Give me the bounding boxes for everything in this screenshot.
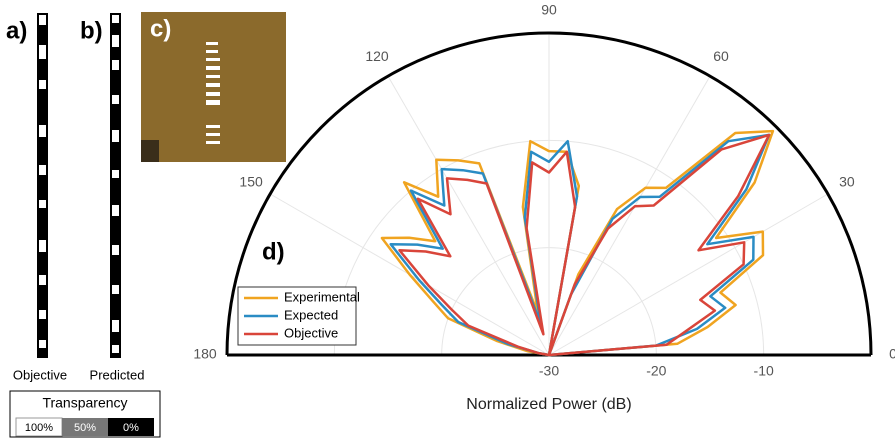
strip-segment [112, 130, 119, 142]
strip-segment [39, 310, 46, 319]
theta-tick-label: 120 [365, 48, 389, 64]
strip-segment [39, 240, 46, 252]
strip-segment [112, 245, 119, 255]
strip-label: Objective [13, 367, 67, 382]
ruler [206, 42, 220, 144]
strip-segment [112, 320, 119, 332]
strip-segment [112, 170, 119, 178]
grid-spoke [548, 75, 711, 356]
series-line [389, 133, 771, 357]
strip-segment [112, 285, 119, 294]
level: 0% [123, 422, 139, 434]
legend-label: Expected [284, 307, 338, 322]
strip-segment [39, 275, 46, 285]
strip-segment [39, 45, 46, 59]
panel-label: b) [80, 17, 103, 44]
grid-spoke [548, 193, 829, 356]
swatch [62, 418, 108, 436]
r-tick-label: -10 [754, 363, 774, 379]
theta-tick-label: 90 [541, 2, 557, 18]
outer-arc [225, 31, 873, 356]
theta-tick-label: 60 [713, 48, 729, 64]
strip-segment [112, 35, 119, 47]
grid-spoke [387, 75, 550, 356]
theta-tick-label: 30 [839, 174, 855, 190]
series-line [398, 133, 771, 357]
strip-segment [39, 340, 46, 348]
strip-segment [112, 345, 119, 353]
panel-label: d) [262, 238, 285, 265]
swatch [108, 418, 154, 436]
level: 50% [74, 422, 96, 434]
level: 100% [25, 422, 53, 434]
panel-label: c) [150, 15, 171, 42]
r-tick-label: -30 [539, 363, 559, 379]
strip-segment [112, 60, 119, 70]
strip-segment [39, 15, 46, 25]
photo-shade [141, 140, 159, 162]
strip-segment [39, 200, 46, 208]
strip-segment [39, 125, 46, 137]
theta-tick-label: 150 [239, 174, 263, 190]
strip-segment [112, 205, 119, 216]
strip [110, 13, 121, 358]
panel-label: a) [6, 17, 27, 44]
transparency-title: Transparency [42, 395, 127, 411]
strip-segment [39, 165, 46, 175]
theta-tick-label: 180 [193, 346, 217, 362]
strip-label: Predicted [90, 367, 145, 382]
strip-segment [39, 80, 46, 89]
legend-label: Experimental [284, 289, 360, 304]
radial-label: Normalized Power (dB) [466, 396, 631, 413]
legend-label: Objective [284, 325, 338, 340]
strip-segment [112, 15, 119, 23]
r-tick-label: -20 [646, 363, 666, 379]
strip-segment [112, 95, 119, 104]
theta-tick-label: 0 [889, 346, 895, 362]
strip [37, 13, 48, 358]
